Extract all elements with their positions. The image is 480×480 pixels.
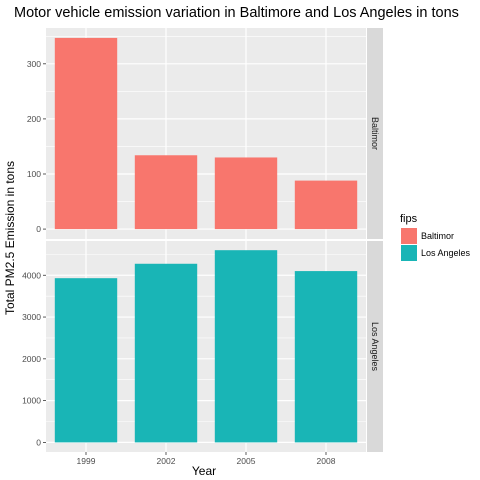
- y-tick-label: 0: [36, 437, 41, 447]
- legend-swatch: [401, 228, 417, 244]
- facet-strip-label: Los Angeles: [370, 322, 380, 372]
- legend: fips Baltimor Los Angeles: [400, 213, 471, 261]
- bar-2008: [294, 180, 358, 230]
- y-tick-label: 4000: [22, 270, 41, 280]
- y-tick-label: 300: [27, 59, 41, 69]
- legend-title: fips: [400, 213, 418, 225]
- bar-2005: [214, 250, 278, 443]
- bar-2008: [294, 271, 358, 443]
- y-tick-label: 1000: [22, 396, 41, 406]
- x-tick-label: 2008: [317, 456, 336, 466]
- y-axis-title: Total PM2.5 Emission in tons: [3, 161, 17, 315]
- x-axis-title: Year: [192, 464, 216, 478]
- bar-1999: [54, 37, 118, 230]
- y-tick-label: 100: [27, 169, 41, 179]
- chart-title: Motor vehicle emission variation in Balt…: [14, 5, 459, 21]
- x-tick-label: 2005: [237, 456, 256, 466]
- facet-strip-label: Baltimor: [370, 117, 380, 150]
- facet-panel-2: 0 1000 2000 3000 4000 Los Angeles: [22, 241, 383, 452]
- facet-panels: 0 100 200 300 Baltimor 0 1000 2000 3000 4000 Los A…: [22, 28, 383, 452]
- legend-swatch: [401, 245, 417, 261]
- bar-2002: [134, 263, 198, 443]
- facet-strip: [367, 241, 383, 452]
- legend-items: Baltimor Los Angeles: [401, 228, 471, 261]
- x-tick-label: 1999: [77, 456, 96, 466]
- x-axis: 1999 2002 2005 2008: [77, 452, 336, 466]
- bar-2002: [134, 155, 198, 230]
- legend-label: Los Angeles: [421, 248, 471, 258]
- legend-label: Baltimor: [421, 231, 454, 241]
- y-tick-label: 200: [27, 114, 41, 124]
- facet-strip: [367, 28, 383, 239]
- y-tick-label: 2000: [22, 354, 41, 364]
- y-tick-label: 0: [36, 224, 41, 234]
- y-tick-label: 3000: [22, 312, 41, 322]
- facet-panel-1: 0 100 200 300 Baltimor: [27, 28, 383, 239]
- x-tick-label: 2002: [157, 456, 176, 466]
- bar-2005: [214, 157, 278, 230]
- bar-1999: [54, 278, 118, 443]
